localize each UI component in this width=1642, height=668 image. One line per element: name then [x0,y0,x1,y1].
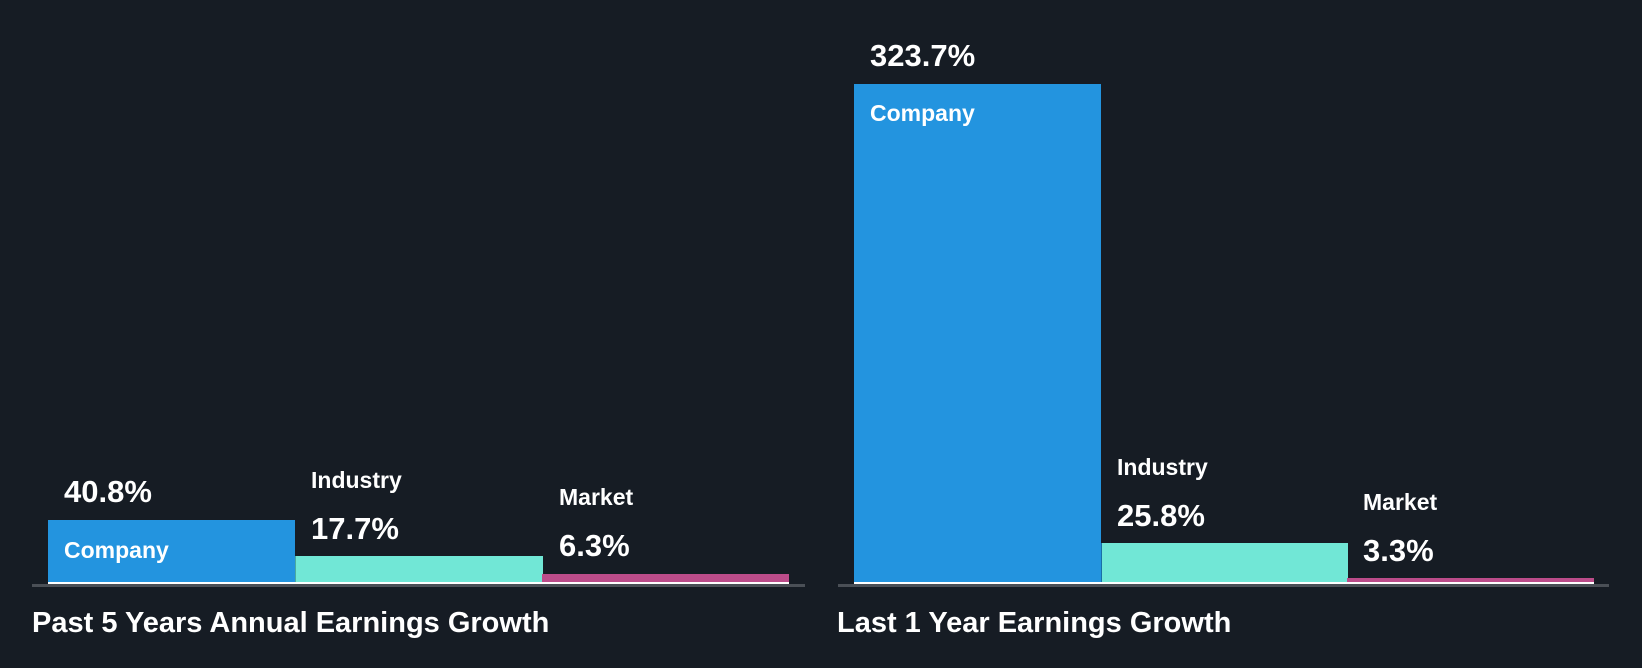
bar-market [542,574,789,583]
value-label-company: 323.7% [870,38,976,73]
bar-baseline [48,582,789,584]
category-label-market: Market [1363,489,1438,515]
category-label-industry: Industry [1117,454,1208,480]
x-axis [838,584,1609,587]
value-label-industry: 17.7% [311,511,399,546]
bar-industry [1101,543,1348,583]
category-label-industry: Industry [311,467,402,493]
bar-company [854,84,1101,583]
value-label-market: 6.3% [559,528,630,563]
bar-market [1347,578,1594,583]
chart-title: Past 5 Years Annual Earnings Growth [32,607,550,639]
category-label-company: Company [870,100,975,126]
value-label-company: 40.8% [64,474,152,509]
value-label-market: 3.3% [1363,533,1434,568]
bar-baseline [854,582,1594,584]
chart-last-1-year: 323.7% Company Industry 25.8% Market 3.3… [821,0,1642,668]
category-label-company: Company [64,537,169,563]
chart-title: Last 1 Year Earnings Growth [837,607,1232,639]
chart-past-5-years: 40.8% Company Industry 17.7% Market 6.3%… [32,467,805,639]
x-axis [32,584,805,587]
bar-industry [295,556,543,583]
value-label-industry: 25.8% [1117,498,1205,533]
bar-company [48,520,295,583]
category-label-market: Market [559,484,634,510]
